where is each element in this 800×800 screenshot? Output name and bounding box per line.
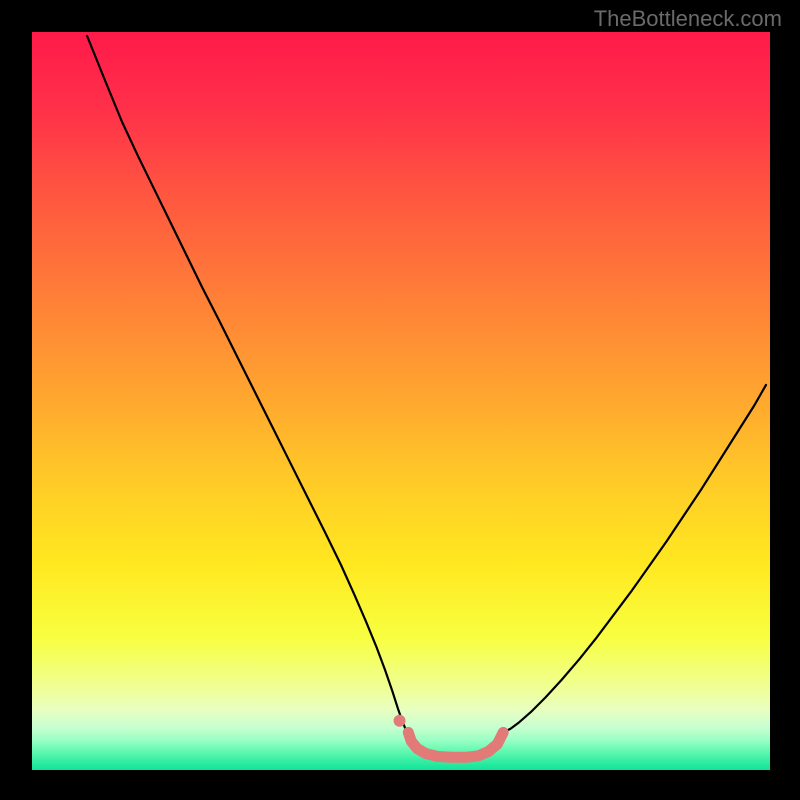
plot-background [32, 32, 770, 770]
chart-svg [0, 0, 800, 800]
trough-start-dot [394, 715, 406, 727]
watermark-text: TheBottleneck.com [594, 6, 782, 32]
